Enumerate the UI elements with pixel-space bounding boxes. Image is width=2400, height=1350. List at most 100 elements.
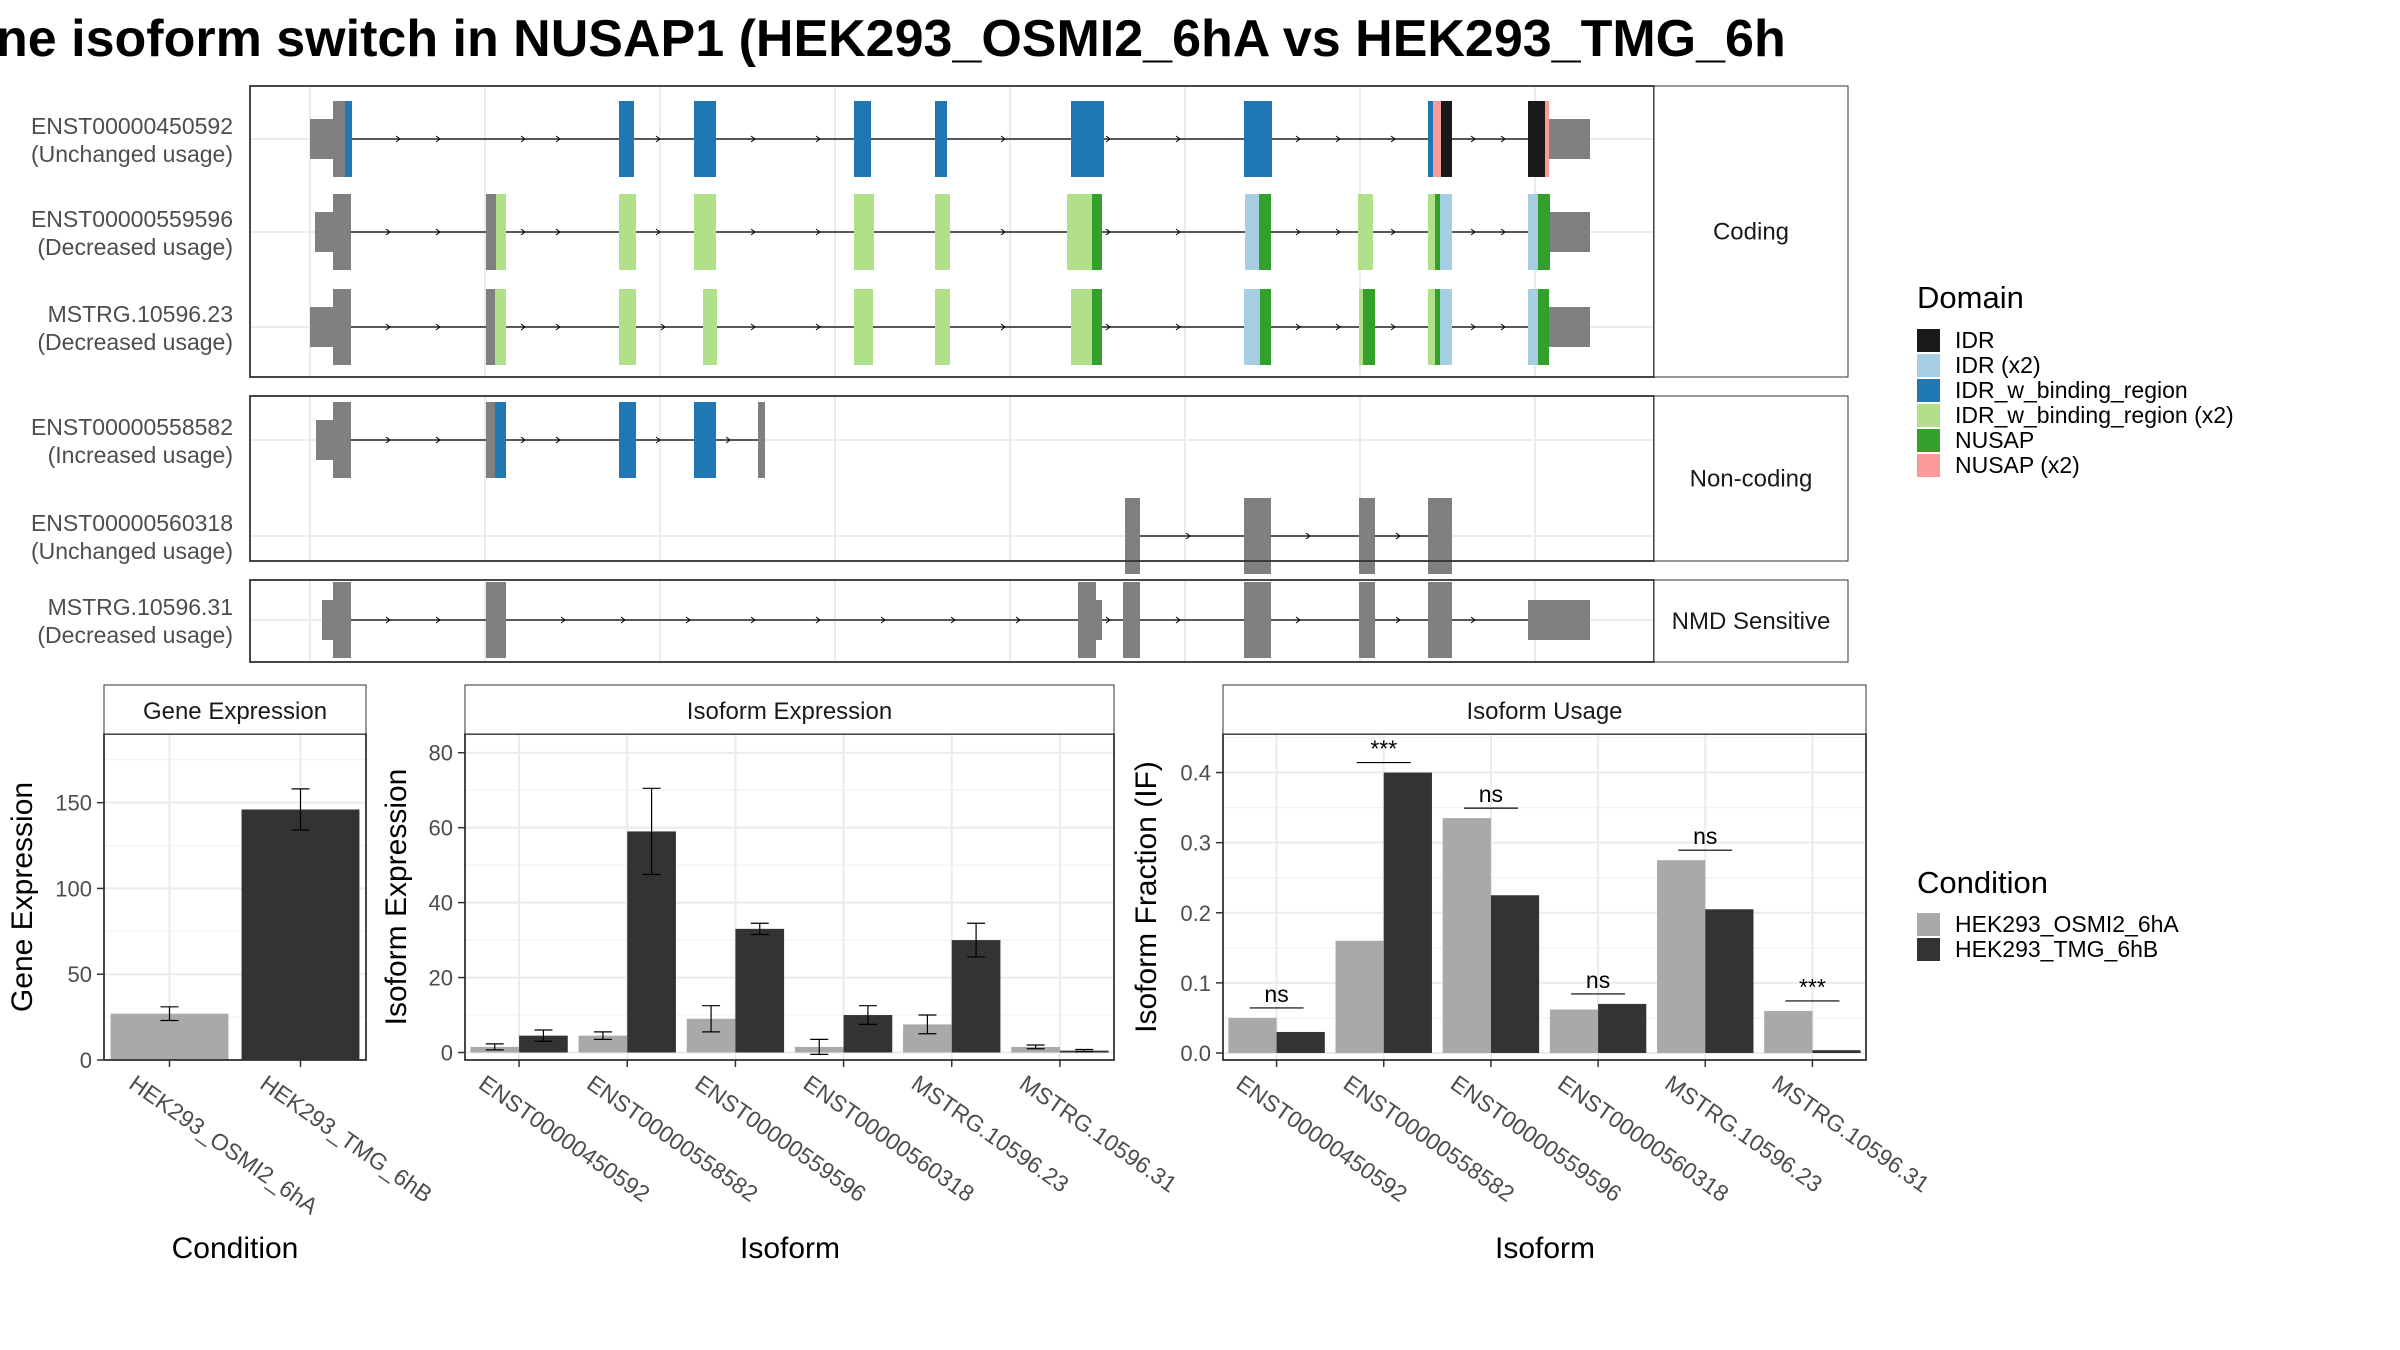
strand-arrow [520, 228, 526, 236]
x-tick-label: ENST00000560318 [1553, 1070, 1733, 1207]
strand-arrow [1105, 616, 1111, 624]
exon-block [1123, 582, 1140, 658]
strand-arrow [1395, 532, 1401, 540]
bar-HEK293_TMG_6hB-MSTRG.10596.23 [951, 940, 1001, 1053]
strand-arrow [655, 436, 661, 444]
strand-arrow [520, 323, 526, 331]
exon-block [1428, 498, 1452, 574]
strand-arrow [1305, 532, 1311, 540]
facet-strip [464, 684, 1115, 735]
chart-isoform-expression [458, 684, 1115, 1067]
chart-isoform-usage [1216, 684, 1867, 1067]
exon-block [1428, 582, 1452, 658]
exon-block [486, 194, 496, 270]
legend-key [1917, 404, 1940, 427]
bar-HEK293_TMG_6hB-ENST00000558582 [1383, 772, 1432, 1053]
significance-label: ns [1264, 981, 1288, 1007]
bar-HEK293_OSMI2_6hA-MSTRG.10596.31 [1764, 1010, 1813, 1053]
strand-arrow [655, 135, 661, 143]
error-bar [160, 1006, 179, 1022]
isoform-usage-label: (Decreased usage) [37, 234, 233, 260]
y-tick-label: 80 [429, 741, 453, 766]
domain-block [1545, 101, 1549, 177]
exon-block [310, 307, 333, 347]
y-tick-label: 0.1 [1180, 971, 1211, 996]
isoform-id-label: ENST00000560318 [31, 510, 233, 536]
error-bar [534, 1029, 553, 1042]
domain-block [854, 289, 873, 365]
strand-arrow [750, 323, 756, 331]
domain-block [495, 289, 506, 365]
isoform-usage-label: (Unchanged usage) [31, 141, 233, 167]
exon-block [1550, 212, 1590, 252]
domain-block [1440, 289, 1452, 365]
plot-background [1223, 734, 1866, 1060]
strand-arrow [520, 135, 526, 143]
bar-HEK293_TMG_6hB-ENST00000559596 [735, 928, 785, 1053]
strand-arrow [1000, 228, 1006, 236]
x-axis-label: Isoform [1495, 1232, 1595, 1265]
legend-key [1917, 329, 1940, 352]
strand-arrow [555, 436, 561, 444]
structure-panel-nmd-sensitive [249, 579, 1849, 663]
exon-block [333, 582, 351, 658]
exon-block [1078, 582, 1096, 658]
strand-arrow [435, 135, 441, 143]
strand-arrow [1500, 228, 1506, 236]
strand-arrow [1500, 323, 1506, 331]
strand-arrow [1105, 323, 1111, 331]
strand-arrow [750, 616, 756, 624]
bar-HEK293_OSMI2_6hA-MSTRG.10596.23 [1657, 860, 1706, 1053]
strand-arrow [555, 323, 561, 331]
strand-arrow [1175, 616, 1181, 624]
strand-arrow [620, 616, 626, 624]
domain-block [1092, 194, 1102, 270]
strand-arrow [435, 436, 441, 444]
chart-title: Isoform Usage [1466, 698, 1622, 725]
bar-HEK293_OSMI2_6hA-ENST00000450592 [1228, 1017, 1277, 1053]
domain-block [1538, 194, 1550, 270]
strand-arrow [815, 616, 821, 624]
exon-block [1528, 600, 1590, 640]
figure-title: ne isoform switch in NUSAP1 (HEK293_OSMI… [0, 10, 1786, 68]
strand-arrow [655, 228, 661, 236]
y-tick-label: 0.0 [1180, 1041, 1211, 1066]
bar-HEK293_OSMI2_6hA-ENST00000558582 [578, 1035, 628, 1053]
exon-block [1359, 582, 1375, 658]
domain-block [1538, 289, 1549, 365]
strand-arrow [815, 228, 821, 236]
plot-background [465, 734, 1114, 1060]
y-tick-label: 50 [68, 962, 92, 987]
exon-block [1125, 498, 1140, 574]
exon-block [486, 289, 495, 365]
strand-arrow [1470, 616, 1476, 624]
domain-block [1092, 289, 1102, 365]
exon-block [486, 582, 506, 658]
strand-arrow [1335, 135, 1341, 143]
error-bar [858, 1005, 877, 1025]
y-tick-label: 0 [441, 1041, 453, 1066]
domain-block [1441, 101, 1452, 177]
domain-block [496, 194, 506, 270]
strand-arrow [880, 616, 886, 624]
bar-HEK293_OSMI2_6hA-ENST00000558582 [1335, 940, 1384, 1053]
structure-panel-coding [249, 85, 1849, 378]
exon-block [1549, 307, 1590, 347]
strand-arrow [1470, 228, 1476, 236]
isoform-track-ENST00000559596 [315, 194, 1590, 270]
domain-block [345, 101, 352, 177]
domain-block [619, 289, 636, 365]
legend-label: IDR (x2) [1955, 352, 2041, 378]
isoform-track-ENST00000558582 [316, 402, 765, 478]
exon-block [1359, 498, 1375, 574]
domain-block [1428, 101, 1433, 177]
strand-arrow [555, 228, 561, 236]
exon-block [758, 402, 765, 478]
domain-block [1071, 101, 1104, 177]
bar-HEK293_OSMI2_6hA-ENST00000559596 [1442, 818, 1491, 1053]
facet-strip-label: NMD Sensitive [1672, 608, 1831, 635]
legend-label: NUSAP [1955, 427, 2034, 453]
bar-HEK293_TMG_6hB-MSTRG.10596.31 [1812, 1050, 1861, 1053]
exon-block [1096, 600, 1102, 640]
